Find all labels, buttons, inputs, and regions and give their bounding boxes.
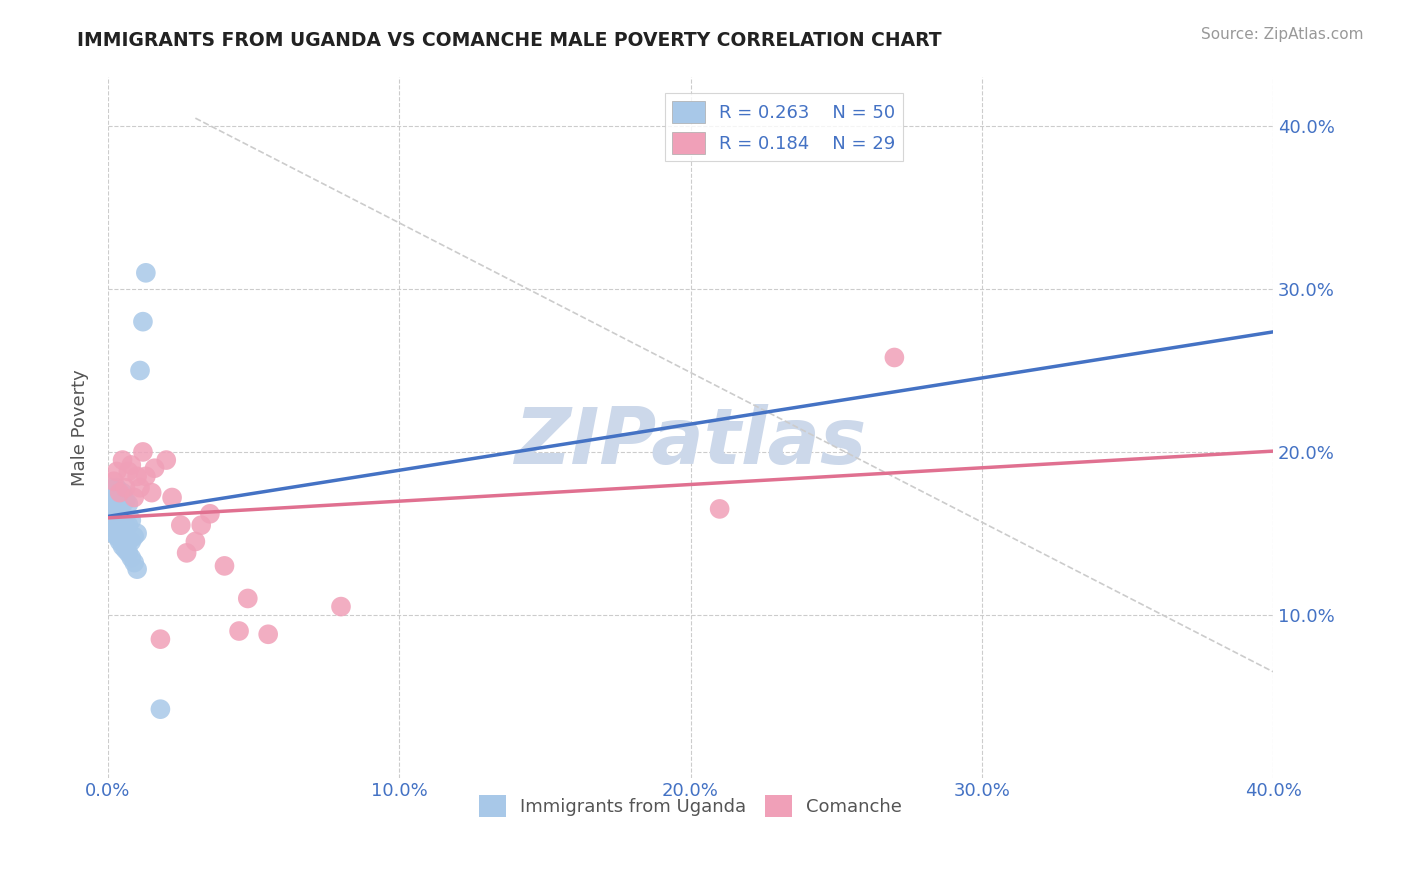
Point <box>228 624 250 638</box>
Point <box>127 526 149 541</box>
Point <box>100 507 122 521</box>
Point <box>198 507 221 521</box>
Y-axis label: Male Poverty: Male Poverty <box>72 369 89 486</box>
Point <box>103 474 125 488</box>
Point <box>111 453 134 467</box>
Point <box>103 491 125 505</box>
Point <box>111 530 134 544</box>
Point <box>105 518 128 533</box>
Point <box>141 485 163 500</box>
Point <box>117 465 139 479</box>
Point <box>103 502 125 516</box>
Point <box>132 445 155 459</box>
Point <box>111 485 134 500</box>
Point <box>883 351 905 365</box>
Point <box>100 502 122 516</box>
Point <box>149 702 172 716</box>
Point <box>108 507 131 521</box>
Point <box>103 526 125 541</box>
Point <box>105 465 128 479</box>
Point <box>108 518 131 533</box>
Point <box>114 481 136 495</box>
Point <box>108 497 131 511</box>
Point <box>257 627 280 641</box>
Point <box>100 510 122 524</box>
Point <box>103 518 125 533</box>
Point <box>155 453 177 467</box>
Point <box>111 518 134 533</box>
Point <box>108 530 131 544</box>
Point <box>160 491 183 505</box>
Point <box>135 469 157 483</box>
Point <box>100 485 122 500</box>
Point <box>103 510 125 524</box>
Point <box>114 530 136 544</box>
Point <box>105 523 128 537</box>
Point <box>117 534 139 549</box>
Point <box>143 461 166 475</box>
Point <box>111 507 134 521</box>
Point <box>117 497 139 511</box>
Point <box>120 550 142 565</box>
Point <box>100 493 122 508</box>
Point <box>114 493 136 508</box>
Point <box>122 491 145 505</box>
Text: IMMIGRANTS FROM UGANDA VS COMANCHE MALE POVERTY CORRELATION CHART: IMMIGRANTS FROM UGANDA VS COMANCHE MALE … <box>77 31 942 50</box>
Point <box>149 632 172 647</box>
Point <box>135 266 157 280</box>
Point <box>709 502 731 516</box>
Point <box>105 493 128 508</box>
Point <box>120 458 142 472</box>
Point <box>122 530 145 544</box>
Point <box>170 518 193 533</box>
Point <box>105 502 128 516</box>
Point <box>120 534 142 549</box>
Point <box>111 540 134 554</box>
Point <box>105 530 128 544</box>
Point <box>100 481 122 495</box>
Point <box>236 591 259 606</box>
Point <box>108 534 131 549</box>
Legend: Immigrants from Uganda, Comanche: Immigrants from Uganda, Comanche <box>472 788 910 824</box>
Point <box>190 518 212 533</box>
Point <box>117 518 139 533</box>
Point <box>129 481 152 495</box>
Point <box>100 497 122 511</box>
Point <box>127 469 149 483</box>
Text: Source: ZipAtlas.com: Source: ZipAtlas.com <box>1201 27 1364 42</box>
Point <box>114 518 136 533</box>
Text: ZIPatlas: ZIPatlas <box>515 403 866 480</box>
Point <box>105 481 128 495</box>
Point <box>122 556 145 570</box>
Point <box>114 542 136 557</box>
Point <box>176 546 198 560</box>
Point <box>108 485 131 500</box>
Point <box>129 363 152 377</box>
Point <box>100 518 122 533</box>
Point <box>132 315 155 329</box>
Point <box>105 510 128 524</box>
Point <box>127 562 149 576</box>
Point <box>330 599 353 614</box>
Point <box>117 546 139 560</box>
Point <box>120 513 142 527</box>
Point <box>214 558 236 573</box>
Point <box>100 491 122 505</box>
Point <box>184 534 207 549</box>
